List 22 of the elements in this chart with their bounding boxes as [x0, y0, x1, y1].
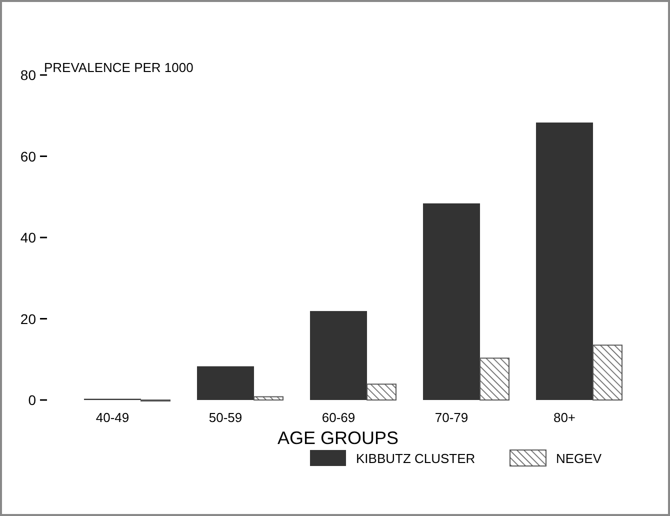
y-tick-label: 40	[20, 230, 36, 246]
bar	[254, 396, 284, 400]
x-axis-title: AGE GROUPS	[277, 428, 399, 448]
legend-label: KIBBUTZ CLUSTER	[356, 451, 476, 466]
x-tick-label: 40-49	[96, 410, 130, 425]
y-tick-label: 60	[20, 148, 36, 164]
y-tick-label: 0	[28, 392, 36, 408]
legend-label: NEGEV	[556, 451, 602, 466]
bar	[480, 358, 510, 400]
bar	[197, 366, 254, 400]
bar	[366, 384, 396, 400]
bar	[536, 122, 593, 400]
x-tick-label: 80+	[553, 410, 576, 425]
bar	[592, 344, 622, 400]
y-axis-title: PREVALENCE PER 1000	[44, 60, 194, 75]
y-tick-label: 80	[20, 67, 36, 83]
x-tick-label: 60-69	[322, 410, 356, 425]
y-tick-label: 20	[20, 310, 36, 327]
x-tick-label: 70-79	[434, 410, 468, 425]
bar	[310, 311, 367, 400]
bar	[423, 203, 480, 400]
x-tick-label: 50-59	[208, 410, 242, 425]
